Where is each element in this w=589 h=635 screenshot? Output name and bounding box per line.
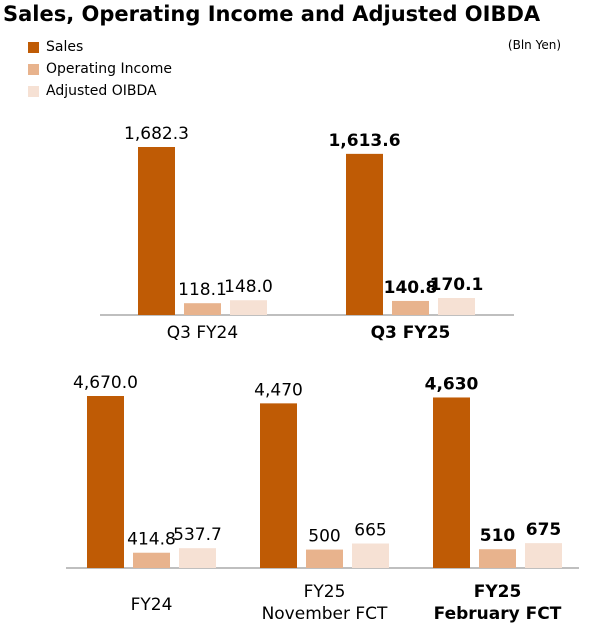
legend: Sales Operating Income Adjusted OIBDA [28,36,172,102]
bar-sales-1 [138,147,175,315]
data-label-sales-2: 1,613.6 [328,131,400,151]
legend-swatch-sales [28,41,39,53]
data-label-adjusted-oibda-3: 675 [526,520,562,540]
category-label-2-2-line-1: FY25 [304,582,346,602]
data-label-sales-3: 4,630 [425,374,479,394]
bar-adjusted-oibda-2 [438,298,475,315]
data-label-operating-income-3: 510 [480,526,516,546]
bar-adjusted-oibda-1 [230,300,267,315]
unit-label: (Bln Yen) [507,38,561,52]
bar-sales-2 [346,153,383,315]
legend-label-sales: Sales [46,39,84,55]
data-label-adjusted-oibda-1: 537.7 [173,525,222,545]
category-label-2-1-line-1: FY24 [131,595,173,615]
category-label-2-2-line-2: November FCT [262,604,388,624]
category-label-1-1-line-1: Q3 FY24 [167,323,238,343]
bar-adjusted-oibda-3 [525,543,562,568]
data-label-operating-income-2: 500 [308,527,340,547]
data-label-operating-income-1: 414.8 [127,530,176,550]
bar-operating-income-3 [479,549,516,568]
category-label-1-2-line-1: Q3 FY25 [371,323,451,343]
data-label-sales-1: 4,670.0 [73,373,138,393]
legend-item-sales: Sales [28,36,172,58]
data-label-operating-income-1: 118.1 [178,280,227,300]
bar-adjusted-oibda-2 [352,543,389,568]
data-label-sales-2: 4,470 [254,380,303,400]
bar-sales-1 [87,396,124,568]
bar-sales-2 [260,403,297,568]
category-label-2-3-line-1: FY25 [474,582,522,602]
bar-operating-income-1 [133,552,170,568]
bar-sales-3 [433,397,470,568]
legend-swatch-operating-income [28,63,39,75]
legend-item-operating-income: Operating Income [28,58,172,80]
bar-operating-income-1 [184,303,221,315]
bar-operating-income-2 [392,300,429,315]
data-label-operating-income-2: 140.8 [384,278,438,298]
data-label-sales-1: 1,682.3 [124,124,189,144]
bar-adjusted-oibda-1 [179,548,216,568]
data-label-adjusted-oibda-1: 148.0 [224,277,273,297]
legend-label-operating-income: Operating Income [46,61,172,77]
data-label-adjusted-oibda-2: 665 [354,521,386,541]
chart-title: Sales, Operating Income and Adjusted OIB… [3,2,541,26]
data-label-adjusted-oibda-2: 170.1 [430,275,484,295]
bar-operating-income-2 [306,549,343,568]
legend-label-adjusted-oibda: Adjusted OIBDA [46,83,157,99]
legend-item-adjusted-oibda: Adjusted OIBDA [28,80,172,102]
legend-swatch-adjusted-oibda [28,85,39,97]
category-label-2-3-line-2: February FCT [434,604,562,624]
